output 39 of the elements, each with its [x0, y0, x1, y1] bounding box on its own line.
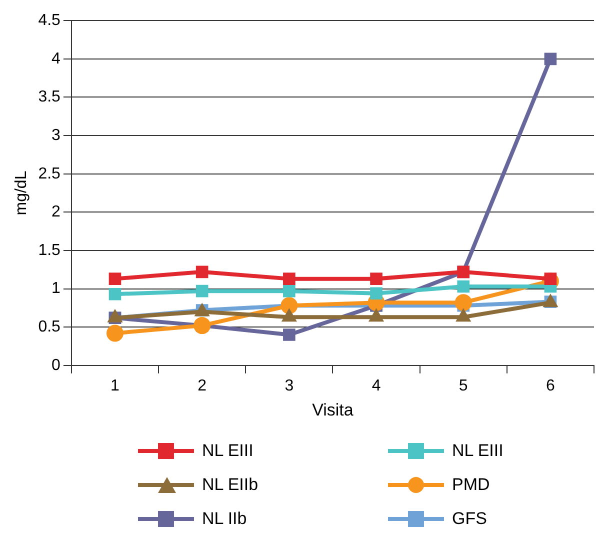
x-axis-title: Visita [312, 400, 354, 420]
legend-label: NL EIII [202, 441, 254, 461]
point [454, 294, 472, 312]
y-tick-label: 3.5 [38, 88, 61, 106]
y-tick-label: 3 [52, 126, 61, 144]
x-tick-label: 1 [110, 377, 120, 394]
y-tick-label: 1 [52, 280, 61, 298]
legend-label: PMD [452, 475, 490, 495]
y-tick-label: 0 [52, 356, 61, 374]
point [283, 328, 296, 341]
x-tick-label: 6 [546, 377, 555, 394]
x-tick-label: 5 [458, 377, 468, 394]
point [280, 297, 298, 314]
point [370, 287, 382, 300]
point [283, 272, 296, 285]
point [106, 324, 124, 342]
point [194, 317, 211, 334]
y-tick-label: 1.5 [38, 242, 61, 259]
y-tick-label: 4 [52, 50, 61, 68]
y-tick-label: 2 [52, 204, 61, 221]
x-tick-label: 2 [198, 377, 207, 394]
legend-label: GFS [452, 509, 487, 529]
legend-label: NL EIIb [202, 475, 258, 495]
y-tick-label: 2.5 [38, 165, 61, 182]
point [544, 52, 557, 66]
y-tick-label: 0.5 [38, 318, 61, 336]
legend-label: NL IIb [202, 509, 247, 529]
legend-label: NL EIII [452, 441, 504, 461]
x-tick-label: 3 [284, 377, 294, 394]
y-tick-label: 4.5 [38, 12, 61, 30]
point [108, 272, 122, 285]
point [108, 288, 122, 300]
point [457, 280, 470, 293]
point [283, 284, 296, 298]
y-axis-title: mg/dL [13, 170, 30, 216]
point [196, 284, 208, 298]
point [370, 272, 382, 285]
point [196, 266, 208, 278]
x-tick-label: 4 [372, 377, 381, 394]
